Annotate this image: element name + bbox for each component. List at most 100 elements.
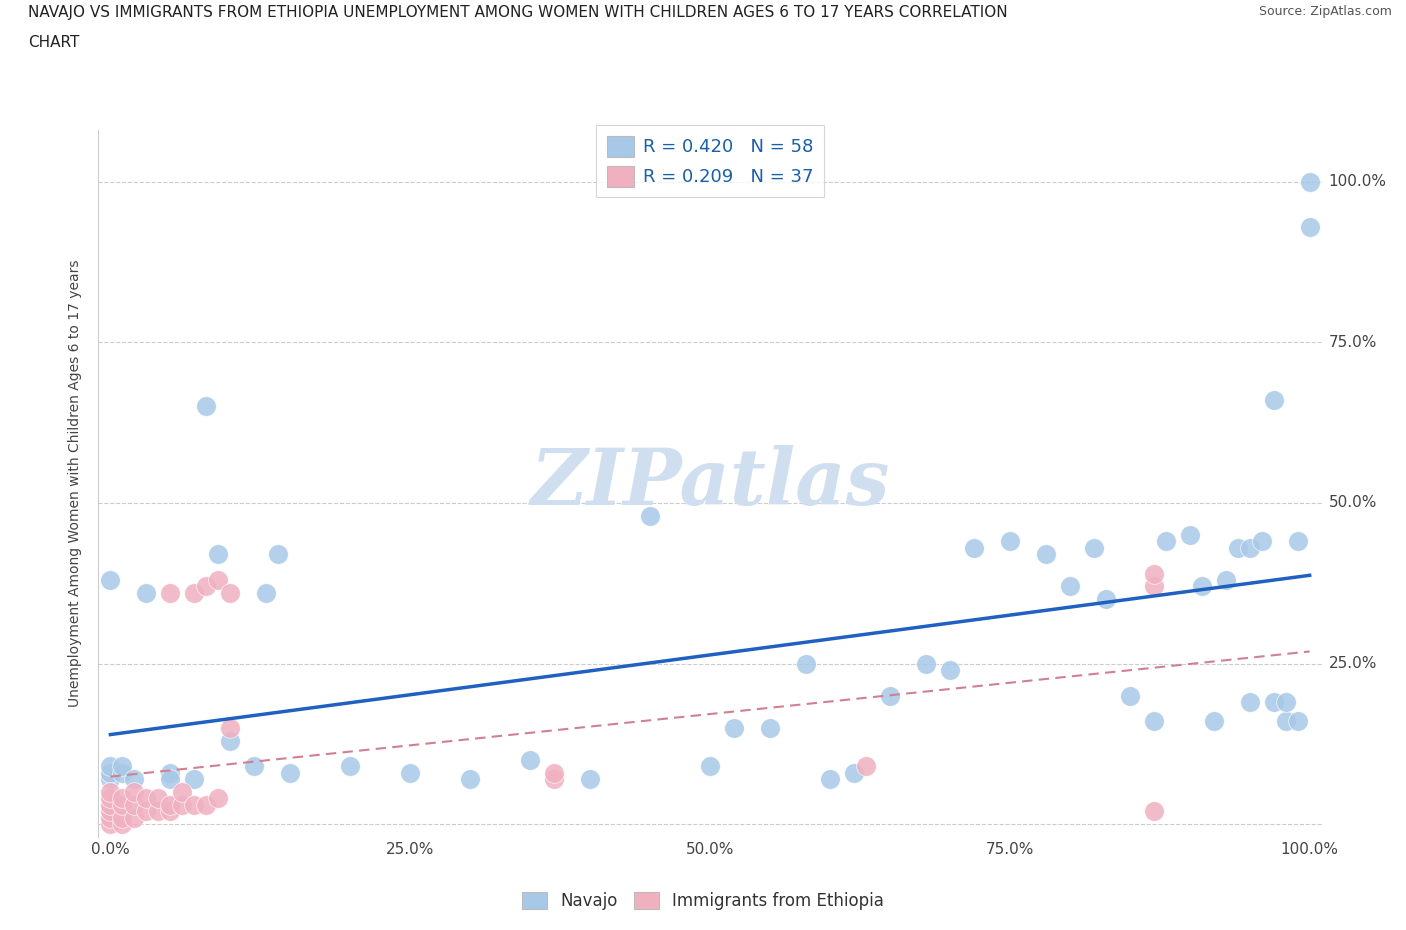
Point: [1274, 695, 1296, 710]
Point: [124, 797, 146, 812]
Point: [100, 810, 122, 825]
Point: [100, 772, 122, 787]
Point: [100, 791, 122, 806]
Point: [519, 752, 541, 767]
Point: [842, 765, 865, 780]
Point: [100, 759, 122, 774]
Point: [148, 804, 170, 818]
Point: [1083, 540, 1105, 555]
Point: [159, 797, 181, 812]
Point: [267, 547, 290, 562]
Legend: Navajo, Immigrants from Ethiopia: Navajo, Immigrants from Ethiopia: [515, 885, 891, 917]
Point: [207, 791, 229, 806]
Text: NAVAJO VS IMMIGRANTS FROM ETHIOPIA UNEMPLOYMENT AMONG WOMEN WITH CHILDREN AGES 6: NAVAJO VS IMMIGRANTS FROM ETHIOPIA UNEMP…: [28, 5, 1008, 20]
Point: [159, 804, 181, 818]
Point: [183, 585, 205, 600]
Point: [111, 765, 134, 780]
Point: [1202, 714, 1225, 729]
Point: [159, 772, 181, 787]
Point: [135, 791, 157, 806]
Point: [254, 585, 277, 600]
Point: [1298, 174, 1320, 189]
Point: [124, 785, 146, 800]
Point: [458, 772, 481, 787]
Point: [963, 540, 986, 555]
Point: [1239, 540, 1261, 555]
Point: [124, 772, 146, 787]
Point: [172, 785, 194, 800]
Point: [543, 772, 565, 787]
Point: [207, 547, 229, 562]
Point: [543, 765, 565, 780]
Point: [100, 785, 122, 800]
Point: [759, 721, 782, 736]
Point: [723, 721, 745, 736]
Point: [1059, 579, 1081, 594]
Text: Source: ZipAtlas.com: Source: ZipAtlas.com: [1258, 5, 1392, 18]
Point: [219, 585, 242, 600]
Point: [195, 399, 218, 414]
Point: [195, 797, 218, 812]
Text: ZIPatlas: ZIPatlas: [530, 445, 890, 522]
Point: [195, 579, 218, 594]
Point: [183, 772, 205, 787]
Text: 100.0%: 100.0%: [1329, 174, 1386, 189]
Point: [1215, 573, 1237, 588]
Point: [1035, 547, 1057, 562]
Text: CHART: CHART: [28, 35, 80, 50]
Point: [1143, 804, 1166, 818]
Point: [100, 573, 122, 588]
Point: [1250, 534, 1272, 549]
Point: [111, 817, 134, 831]
Point: [111, 759, 134, 774]
Text: 25.0%: 25.0%: [1329, 656, 1376, 671]
Point: [172, 797, 194, 812]
Point: [135, 804, 157, 818]
Point: [135, 585, 157, 600]
Point: [794, 656, 817, 671]
Point: [159, 765, 181, 780]
Point: [159, 585, 181, 600]
Y-axis label: Unemployment Among Women with Children Ages 6 to 17 years: Unemployment Among Women with Children A…: [69, 259, 83, 708]
Point: [100, 765, 122, 780]
Point: [939, 662, 962, 677]
Text: 75.0%: 75.0%: [1329, 335, 1376, 350]
Point: [100, 804, 122, 818]
Point: [915, 656, 938, 671]
Point: [339, 759, 361, 774]
Point: [998, 534, 1021, 549]
Point: [1094, 591, 1116, 606]
Point: [1226, 540, 1249, 555]
Point: [243, 759, 266, 774]
Text: 50.0%: 50.0%: [1329, 496, 1376, 511]
Point: [1263, 695, 1285, 710]
Point: [1119, 688, 1142, 703]
Point: [278, 765, 301, 780]
Point: [1191, 579, 1213, 594]
Point: [111, 791, 134, 806]
Point: [183, 797, 205, 812]
Point: [1143, 566, 1166, 581]
Point: [879, 688, 901, 703]
Point: [1178, 527, 1201, 542]
Point: [124, 810, 146, 825]
Point: [818, 772, 841, 787]
Point: [219, 721, 242, 736]
Point: [699, 759, 721, 774]
Point: [111, 797, 134, 812]
Point: [1143, 579, 1166, 594]
Point: [1286, 714, 1309, 729]
Point: [1143, 714, 1166, 729]
Point: [207, 573, 229, 588]
Point: [1286, 534, 1309, 549]
Point: [219, 733, 242, 748]
Point: [1298, 219, 1320, 234]
Point: [1154, 534, 1177, 549]
Point: [855, 759, 877, 774]
Point: [579, 772, 602, 787]
Legend: R = 0.420   N = 58, R = 0.209   N = 37: R = 0.420 N = 58, R = 0.209 N = 37: [596, 126, 824, 197]
Point: [399, 765, 422, 780]
Point: [638, 509, 661, 524]
Point: [1239, 695, 1261, 710]
Point: [100, 797, 122, 812]
